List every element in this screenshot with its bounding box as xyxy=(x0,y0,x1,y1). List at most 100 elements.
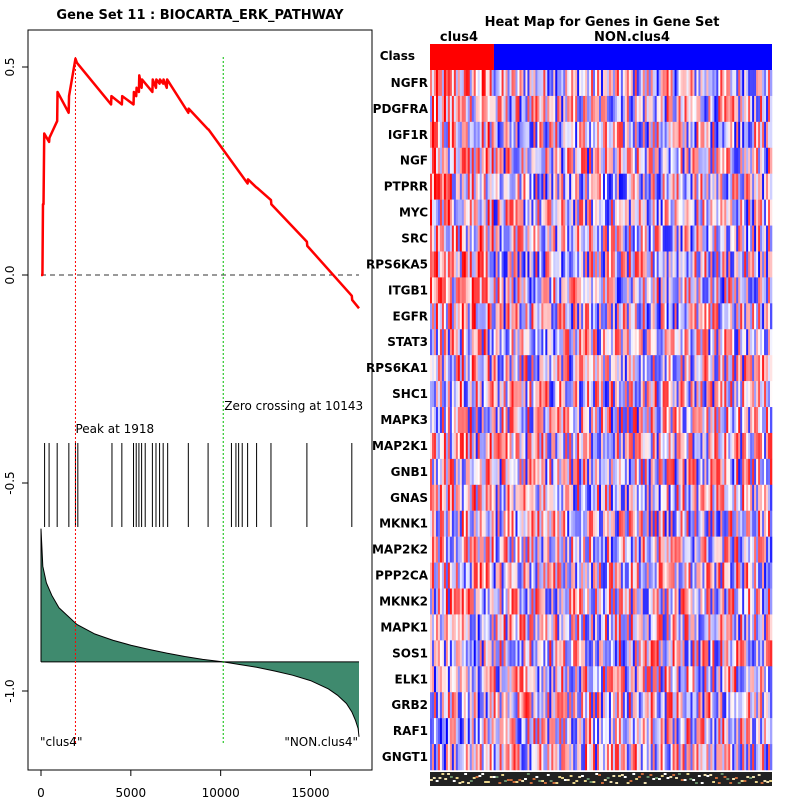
heatmap-cell xyxy=(567,666,570,693)
heatmap-cell xyxy=(551,510,554,537)
right-class-label: "NON.clus4" xyxy=(284,735,358,749)
heatmap-cell xyxy=(710,251,713,278)
heatmap-cell xyxy=(473,173,477,200)
heatmap-cell xyxy=(545,381,548,408)
heatmap-cell xyxy=(555,640,558,667)
heatmap-cell xyxy=(770,744,773,771)
heatmap-cell xyxy=(497,484,500,511)
heatmap-cell xyxy=(742,484,745,511)
heatmap-cell xyxy=(581,432,584,460)
heatmap-cell xyxy=(630,692,634,719)
heatmap-cell xyxy=(515,95,518,123)
heatmap-cell xyxy=(612,199,616,226)
heatmap-cell xyxy=(654,536,657,563)
heatmap-cell xyxy=(744,484,747,511)
heatmap-cell xyxy=(573,640,576,667)
heatmap-cell xyxy=(565,225,568,252)
heatmap-cell xyxy=(748,614,751,641)
heatmap-cell xyxy=(692,225,695,252)
heatmap-cell xyxy=(519,510,522,537)
heatmap-cell xyxy=(473,588,477,615)
heatmap-cell xyxy=(764,692,767,719)
heatmap-cell xyxy=(487,199,490,226)
heatmap-cell xyxy=(567,121,570,148)
heatmap-cell xyxy=(768,640,771,667)
heatmap-cell xyxy=(624,251,628,278)
heatmap-cell xyxy=(497,640,500,667)
heatmap-cell xyxy=(724,381,727,408)
heatmap-cell xyxy=(654,95,657,123)
heatmap-cell xyxy=(768,562,771,589)
heatmap-cell xyxy=(608,407,612,434)
heatmap-cell xyxy=(511,666,514,693)
heatmap-cell xyxy=(555,484,558,511)
heatmap-cell xyxy=(602,70,606,97)
heatmap-cell xyxy=(662,303,665,330)
heatmap-cell xyxy=(551,744,554,771)
heatmap-cell xyxy=(760,510,763,537)
heatmap-cell xyxy=(656,718,659,745)
heatmap-cell xyxy=(451,355,455,382)
heatmap-cell xyxy=(686,407,689,434)
heatmap-cell xyxy=(547,640,550,667)
heatmap-cell xyxy=(710,70,713,97)
heatmap-cell xyxy=(601,355,604,382)
heatmap-cell xyxy=(519,407,522,434)
heatmap-cell xyxy=(604,614,608,641)
footer-strip-mark xyxy=(660,775,664,777)
heatmap-cell xyxy=(531,510,534,537)
heatmap-cell xyxy=(467,614,471,641)
heatmap-cell xyxy=(491,510,494,537)
heatmap-cell xyxy=(565,536,568,563)
heatmap-cell xyxy=(465,666,469,693)
heatmap-cell xyxy=(499,510,502,537)
heatmap-cell xyxy=(676,484,679,511)
heatmap-cell xyxy=(716,692,719,719)
heatmap-cell xyxy=(567,692,570,719)
heatmap-cell xyxy=(567,407,570,434)
heatmap-cell xyxy=(704,303,707,330)
heatmap-cell xyxy=(704,277,707,304)
footer-strip-mark xyxy=(549,780,553,782)
heatmap-cell xyxy=(555,381,558,408)
heatmap-cell xyxy=(581,251,584,278)
heatmap-cell xyxy=(529,718,532,745)
heatmap-cell xyxy=(722,484,725,511)
heatmap-cell xyxy=(632,744,636,771)
heatmap-cell xyxy=(730,355,733,382)
heatmap-cell xyxy=(636,692,640,719)
heatmap-cell xyxy=(523,199,526,226)
heatmap-cell xyxy=(567,355,570,382)
heatmap-cell xyxy=(686,458,689,486)
heatmap-cell xyxy=(543,70,546,97)
heatmap-cell xyxy=(461,484,465,511)
heatmap-cell xyxy=(563,329,566,356)
heatmap-cell xyxy=(760,329,763,356)
heatmap-cell xyxy=(539,744,542,771)
heatmap-cell xyxy=(567,744,570,771)
heatmap-cell xyxy=(445,199,449,226)
heatmap-cell xyxy=(750,744,753,771)
heatmap-cell xyxy=(684,692,687,719)
heatmap-cell xyxy=(529,173,532,200)
heatmap-cell xyxy=(531,251,534,278)
heatmap-cell xyxy=(551,95,554,123)
heatmap-cell xyxy=(716,640,719,667)
heatmap-cell xyxy=(744,432,747,460)
heatmap-cell xyxy=(581,121,584,148)
heatmap-cell xyxy=(461,510,465,537)
heatmap-cell xyxy=(551,562,554,589)
heatmap-cell xyxy=(597,95,600,123)
heatmap-cell xyxy=(569,510,572,537)
heatmap-cell xyxy=(537,173,540,200)
heatmap-cell xyxy=(507,303,510,330)
heatmap-cell xyxy=(684,355,687,382)
heatmap-cell xyxy=(610,510,614,537)
heatmap-cell xyxy=(451,173,455,200)
heatmap-cell xyxy=(461,536,465,563)
heatmap-cell xyxy=(465,173,469,200)
heatmap-cell xyxy=(770,303,773,330)
heatmap-cell xyxy=(477,95,481,123)
heatmap-cell xyxy=(481,718,484,745)
heatmap-cell xyxy=(680,121,683,148)
